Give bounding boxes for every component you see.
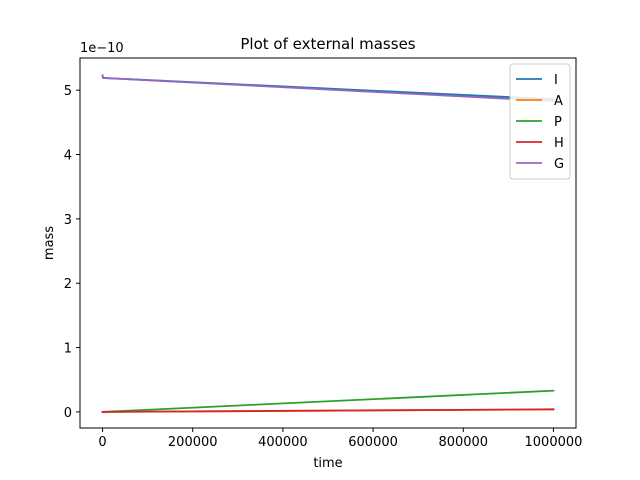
legend-label-G: G [554,157,564,172]
x-tick-label: 400000 [258,435,308,450]
series-line-P [101,389,555,413]
y-offset-label: 1e−10 [80,41,124,56]
x-axis-label: time [313,456,342,471]
y-tick-label: 1 [64,342,72,357]
x-tick-label: 600000 [348,435,398,450]
x-axis: 0 200000 400000 600000 800000 1000000 [98,428,582,450]
x-tick-label: 200000 [168,435,218,450]
legend-label-P: P [554,115,562,130]
x-tick-label: 0 [98,435,106,450]
legend-label-I: I [554,73,558,88]
y-tick-label: 2 [64,277,72,292]
legend-label-A: A [554,94,563,109]
y-tick-label: 5 [64,84,72,99]
x-tick-label: 800000 [438,435,488,450]
y-axis-label: mass [42,226,57,260]
y-tick-label: 4 [64,149,72,164]
chart-title: Plot of external masses [240,35,415,53]
legend-label-H: H [554,136,564,151]
plot-area [101,74,555,413]
y-tick-label: 3 [64,213,72,228]
y-axis: 0 1 2 3 4 5 [64,84,80,421]
series-line-H [101,408,555,413]
series-line-G [101,74,555,103]
plot-frame [79,57,577,429]
y-tick-label: 0 [64,406,72,421]
x-tick-label: 1000000 [525,435,583,450]
